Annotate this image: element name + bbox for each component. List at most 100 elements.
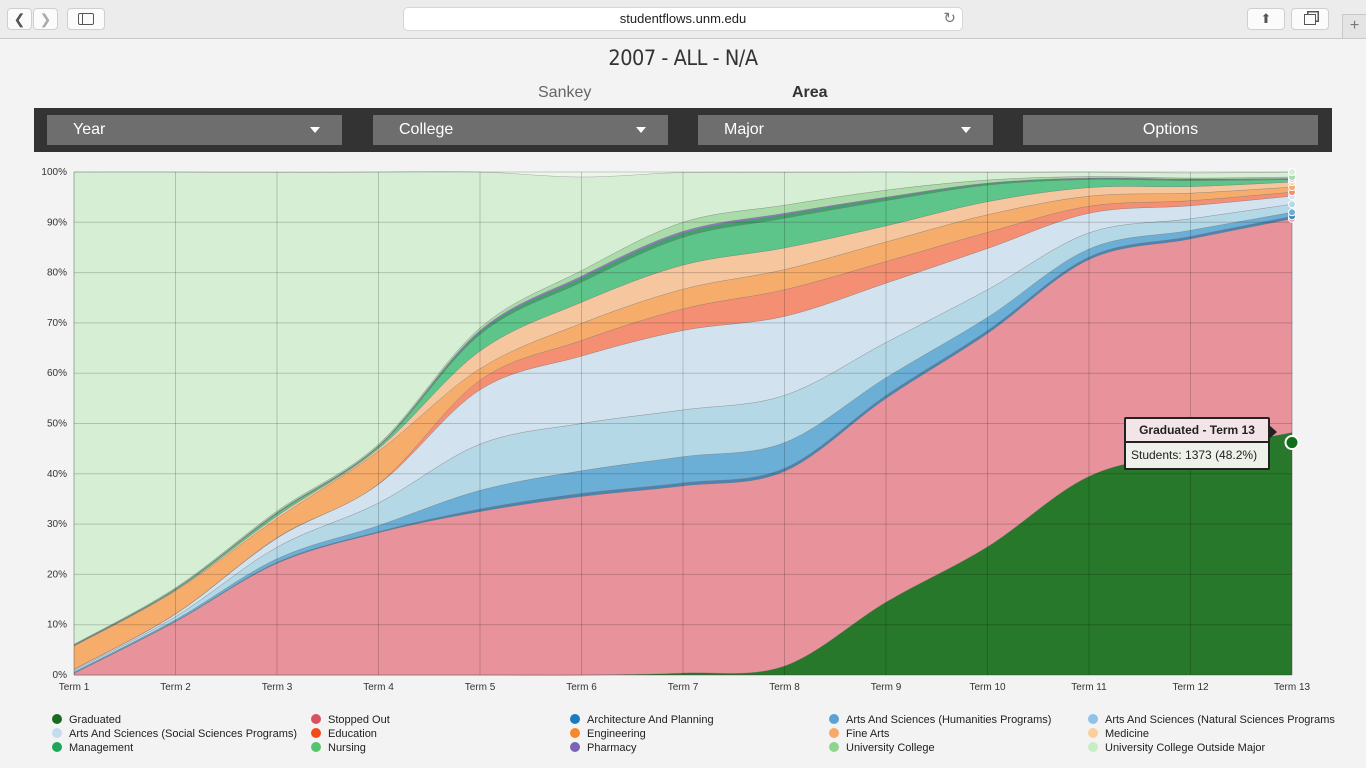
legend-label: Arts And Sciences (Natural Sciences Prog… xyxy=(1105,714,1335,726)
y-tick-label: 70% xyxy=(47,318,67,329)
legend-label: Management xyxy=(69,742,134,754)
legend-item[interactable]: Graduated xyxy=(52,713,121,727)
sidebar-icon xyxy=(78,13,94,25)
legend-item[interactable]: Education xyxy=(311,727,377,741)
plus-icon: + xyxy=(1349,17,1360,34)
series-end-marker xyxy=(1288,208,1296,217)
y-tick-label: 50% xyxy=(47,419,67,430)
legend-label: Engineering xyxy=(587,728,646,740)
filter-bar: Year College Major Options xyxy=(34,108,1332,152)
y-tick-label: 20% xyxy=(47,569,67,580)
address-bar[interactable]: studentflows.unm.edu ↻ xyxy=(403,7,963,31)
legend-swatch-icon xyxy=(52,714,62,724)
major-dropdown-label: Major xyxy=(724,121,765,138)
x-tick-label: Term 12 xyxy=(1172,682,1209,693)
legend-swatch-icon xyxy=(311,728,321,738)
page-title: 2007 - ALL - N/A xyxy=(608,46,758,70)
tab-sankey[interactable]: Sankey xyxy=(538,84,592,101)
tabs-icon xyxy=(1304,13,1316,25)
legend-swatch-icon xyxy=(570,742,580,752)
forward-button[interactable]: ❯ xyxy=(33,8,58,30)
tooltip-title: Graduated - Term 13 xyxy=(1126,419,1268,443)
legend-item[interactable]: Nursing xyxy=(311,741,366,755)
tooltip-arrow xyxy=(1269,425,1277,439)
year-dropdown[interactable]: Year xyxy=(47,115,342,145)
legend-label: Arts And Sciences (Humanities Programs) xyxy=(846,714,1052,726)
y-tick-label: 0% xyxy=(53,670,68,681)
legend-item[interactable]: University College Outside Major xyxy=(1088,741,1265,755)
x-tick-label: Term 9 xyxy=(871,682,902,693)
legend-item[interactable]: University College xyxy=(829,741,935,755)
reload-icon[interactable]: ↻ xyxy=(943,10,956,27)
college-dropdown-label: College xyxy=(399,121,454,138)
legend-item[interactable]: Management xyxy=(52,741,133,755)
legend-item[interactable]: Engineering xyxy=(570,727,646,741)
legend-label: Nursing xyxy=(328,742,366,754)
major-dropdown[interactable]: Major xyxy=(698,115,993,145)
x-tick-label: Term 7 xyxy=(668,682,699,693)
legend-item[interactable]: Medicine xyxy=(1088,727,1149,741)
new-tab-button[interactable]: + xyxy=(1342,14,1366,38)
legend-swatch-icon xyxy=(829,714,839,724)
tab-area[interactable]: Area xyxy=(792,84,828,101)
legend-label: Medicine xyxy=(1105,728,1150,740)
caret-down-icon xyxy=(310,127,320,133)
legend-swatch-icon xyxy=(52,742,62,752)
legend-item[interactable]: Architecture And Planning xyxy=(570,713,714,727)
share-icon: ⬆ xyxy=(1260,11,1272,26)
x-tick-label: Term 11 xyxy=(1071,682,1107,693)
x-tick-label: Term 4 xyxy=(363,682,394,693)
url-text: studentflows.unm.edu xyxy=(619,11,747,26)
legend-swatch-icon xyxy=(52,728,62,738)
legend-item[interactable]: Arts And Sciences (Humanities Programs) xyxy=(829,713,1051,727)
chevron-left-icon: ❮ xyxy=(13,10,26,27)
legend-swatch-icon xyxy=(311,714,321,724)
legend-label: Education xyxy=(328,728,377,740)
y-tick-label: 100% xyxy=(41,167,67,178)
caret-down-icon xyxy=(636,127,646,133)
share-button[interactable]: ⬆ xyxy=(1247,8,1285,30)
y-tick-label: 60% xyxy=(47,368,67,379)
browser-toolbar: ❮ ❯ studentflows.unm.edu ↻ ⬆ + xyxy=(0,0,1366,39)
highlight-point xyxy=(1284,435,1300,451)
x-tick-label: Term 3 xyxy=(262,682,293,693)
x-tick-label: Term 5 xyxy=(465,682,496,693)
legend-swatch-icon xyxy=(570,714,580,724)
y-tick-label: 40% xyxy=(47,469,67,480)
options-button-label: Options xyxy=(1142,121,1199,138)
sidebar-toggle-button[interactable] xyxy=(67,8,105,30)
tabs-button[interactable] xyxy=(1291,8,1329,30)
legend-label: University College xyxy=(846,742,935,754)
x-tick-label: Term 10 xyxy=(969,682,1006,693)
y-tick-label: 80% xyxy=(47,268,67,279)
legend-swatch-icon xyxy=(1088,728,1098,738)
legend-swatch-icon xyxy=(829,728,839,738)
tooltip-body: Students: 1373 (48.2%) xyxy=(1126,443,1268,468)
legend-label: Arts And Sciences (Social Sciences Progr… xyxy=(69,728,298,740)
year-dropdown-label: Year xyxy=(73,121,106,138)
area-university-college-outside-major xyxy=(73,171,1293,645)
legend-label: Graduated xyxy=(69,714,121,726)
caret-down-icon xyxy=(961,127,971,133)
options-button[interactable]: Options xyxy=(1023,115,1318,145)
x-tick-label: Term 6 xyxy=(566,682,597,693)
legend-label: University College Outside Major xyxy=(1105,742,1266,754)
y-tick-label: 90% xyxy=(47,217,67,228)
x-tick-label: Term 13 xyxy=(1274,682,1311,693)
legend-item[interactable]: Arts And Sciences (Natural Sciences Prog… xyxy=(1088,713,1335,727)
y-tick-label: 30% xyxy=(47,519,67,530)
series-end-marker xyxy=(1288,168,1296,176)
college-dropdown[interactable]: College xyxy=(373,115,668,145)
legend-item[interactable]: Stopped Out xyxy=(311,713,390,727)
chart-tooltip: Graduated - Term 13 Students: 1373 (48.2… xyxy=(1124,417,1277,470)
legend-item[interactable]: Pharmacy xyxy=(570,741,637,755)
legend-swatch-icon xyxy=(829,742,839,752)
series-end-marker xyxy=(1288,200,1296,209)
x-tick-label: Term 8 xyxy=(769,682,800,693)
legend-item[interactable]: Arts And Sciences (Social Sciences Progr… xyxy=(52,727,297,741)
legend-item[interactable]: Fine Arts xyxy=(829,727,889,741)
legend-label: Architecture And Planning xyxy=(587,714,714,726)
chevron-right-icon: ❯ xyxy=(39,10,52,27)
legend-swatch-icon xyxy=(1088,742,1098,752)
back-button[interactable]: ❮ xyxy=(7,8,32,30)
